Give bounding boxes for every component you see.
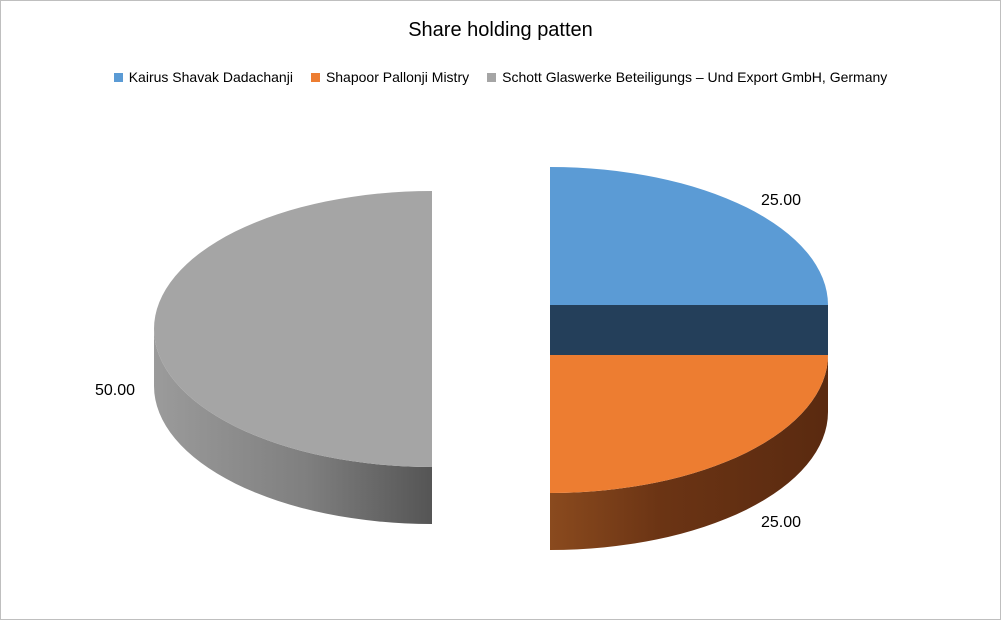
legend-item-kairus: Kairus Shavak Dadachanji	[113, 69, 293, 85]
data-label-schott: 50.00	[95, 382, 135, 399]
legend-item-schott: Schott Glaswerke Beteiligungs – Und Expo…	[487, 69, 887, 85]
legend-swatch-schott	[487, 72, 497, 82]
chart-title: Share holding patten	[408, 19, 593, 41]
pie-slice-kairus	[550, 167, 828, 305]
legend: Kairus Shavak Dadachanji Shapoor Pallonj…	[1, 69, 1000, 85]
data-label-shapoor: 25.00	[761, 514, 801, 531]
legend-label-kairus: Kairus Shavak Dadachanji	[128, 69, 293, 85]
legend-swatch-shapoor	[310, 72, 320, 82]
pie-slice-side-schott	[154, 329, 432, 524]
legend-label-schott: Schott Glaswerke Beteiligungs – Und Expo…	[502, 69, 888, 85]
pie-slice-side-shapoor	[550, 355, 828, 550]
legend-label-shapoor: Shapoor Pallonji Mistry	[325, 69, 470, 85]
legend-item-shapoor: Shapoor Pallonji Mistry	[310, 69, 470, 85]
legend-swatch-kairus	[113, 72, 123, 82]
data-label-kairus: 25.00	[761, 192, 801, 209]
pie-slice-schott	[154, 191, 432, 467]
pie-slice-shapoor	[550, 355, 828, 493]
pie-slice-wall-kairus	[550, 305, 828, 355]
